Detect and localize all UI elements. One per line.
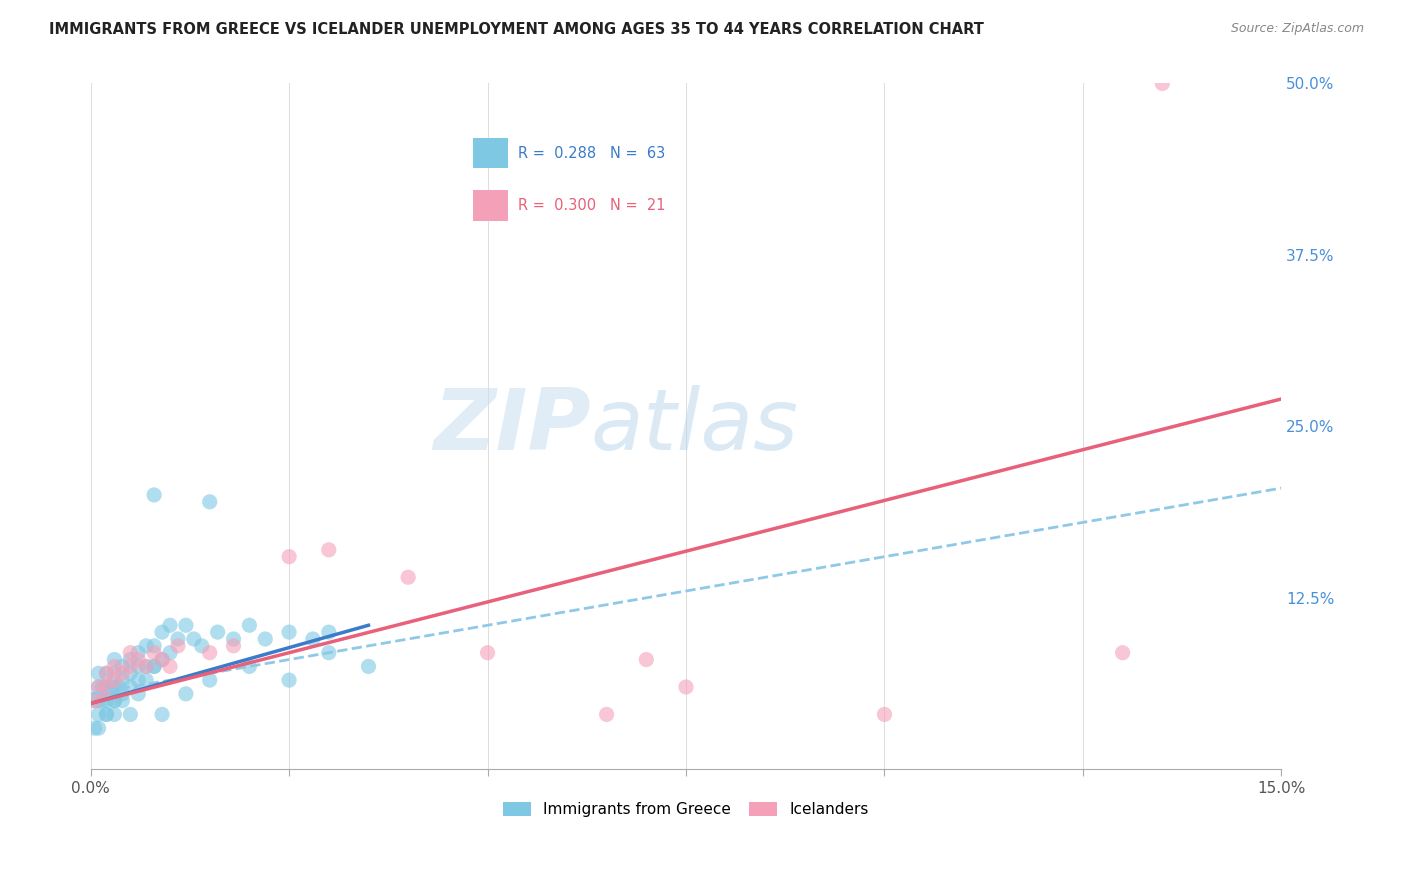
Point <box>111 694 134 708</box>
Point <box>318 646 340 660</box>
Point <box>1152 77 1174 91</box>
Point <box>96 687 118 701</box>
Point <box>477 646 499 660</box>
Point <box>103 673 125 687</box>
Point <box>111 666 134 681</box>
Point <box>302 632 325 646</box>
Point <box>198 495 221 509</box>
Point <box>675 680 697 694</box>
Point <box>120 707 142 722</box>
Point <box>238 659 260 673</box>
Point <box>278 673 301 687</box>
Point <box>150 707 173 722</box>
Point <box>183 632 205 646</box>
Point <box>87 707 110 722</box>
Point <box>318 625 340 640</box>
Point <box>1111 646 1133 660</box>
Point <box>636 652 658 666</box>
Point <box>143 646 166 660</box>
Point <box>91 687 114 701</box>
Point <box>103 659 125 673</box>
Point <box>96 707 118 722</box>
Point <box>357 659 380 673</box>
Point <box>111 659 134 673</box>
Point <box>595 707 617 722</box>
Text: ZIP: ZIP <box>433 384 591 468</box>
Point <box>111 673 134 687</box>
Point <box>120 680 142 694</box>
Point <box>127 687 149 701</box>
Point <box>135 673 157 687</box>
Point <box>87 680 110 694</box>
Point <box>91 680 114 694</box>
Point <box>87 721 110 735</box>
Point <box>127 673 149 687</box>
Point <box>87 680 110 694</box>
Point <box>143 488 166 502</box>
Point <box>96 707 118 722</box>
Point <box>278 549 301 564</box>
Point <box>127 646 149 660</box>
Point <box>159 659 181 673</box>
Text: atlas: atlas <box>591 384 799 468</box>
Point <box>207 625 229 640</box>
Point <box>83 694 105 708</box>
Point <box>83 721 105 735</box>
Point <box>103 694 125 708</box>
Point <box>174 687 197 701</box>
Point <box>103 666 125 681</box>
Point <box>143 639 166 653</box>
Point <box>96 680 118 694</box>
Point <box>103 652 125 666</box>
Point <box>135 639 157 653</box>
Point <box>143 659 166 673</box>
Point <box>135 659 157 673</box>
Point <box>159 646 181 660</box>
Point <box>127 652 149 666</box>
Point <box>103 694 125 708</box>
Point <box>198 646 221 660</box>
Point <box>103 680 125 694</box>
Point <box>120 646 142 660</box>
Point <box>107 680 129 694</box>
Point <box>100 680 122 694</box>
Point <box>83 694 105 708</box>
Point <box>87 694 110 708</box>
Point <box>96 666 118 681</box>
Text: IMMIGRANTS FROM GREECE VS ICELANDER UNEMPLOYMENT AMONG AGES 35 TO 44 YEARS CORRE: IMMIGRANTS FROM GREECE VS ICELANDER UNEM… <box>49 22 984 37</box>
Point <box>135 659 157 673</box>
Point <box>174 618 197 632</box>
Point <box>96 694 118 708</box>
Point <box>143 659 166 673</box>
Point <box>167 632 190 646</box>
Point <box>120 652 142 666</box>
Point <box>222 639 245 653</box>
Point <box>87 666 110 681</box>
Point <box>103 707 125 722</box>
Point <box>238 618 260 632</box>
Point <box>96 666 118 681</box>
Text: Source: ZipAtlas.com: Source: ZipAtlas.com <box>1230 22 1364 36</box>
Point <box>127 659 149 673</box>
Point <box>111 687 134 701</box>
Legend: Immigrants from Greece, Icelanders: Immigrants from Greece, Icelanders <box>498 796 875 823</box>
Point <box>91 694 114 708</box>
Point <box>254 632 277 646</box>
Point <box>150 625 173 640</box>
Point <box>190 639 212 653</box>
Point <box>96 680 118 694</box>
Point <box>198 673 221 687</box>
Point <box>120 659 142 673</box>
Point <box>150 652 173 666</box>
Point <box>150 652 173 666</box>
Point <box>873 707 896 722</box>
Point <box>318 542 340 557</box>
Point <box>222 632 245 646</box>
Point <box>167 639 190 653</box>
Point <box>120 666 142 681</box>
Point <box>159 618 181 632</box>
Point <box>278 625 301 640</box>
Point <box>396 570 419 584</box>
